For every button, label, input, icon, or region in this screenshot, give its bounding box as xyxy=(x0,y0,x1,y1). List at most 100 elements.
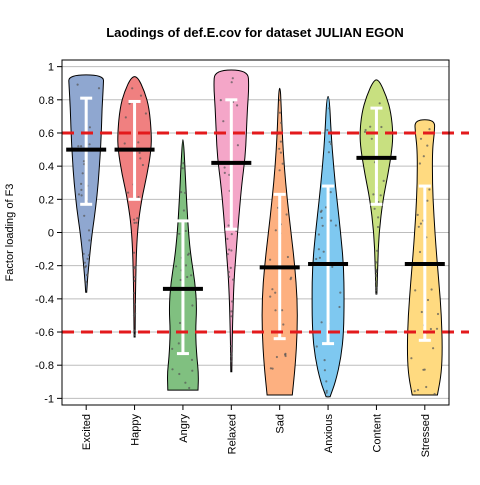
data-point xyxy=(88,239,91,242)
data-point xyxy=(86,257,89,260)
data-point xyxy=(281,162,284,165)
data-point xyxy=(124,116,127,119)
data-point xyxy=(134,276,137,279)
summary-marks xyxy=(66,96,445,356)
data-point xyxy=(171,347,174,350)
data-point xyxy=(317,233,320,236)
data-point xyxy=(269,295,272,298)
data-point xyxy=(364,128,367,132)
data-point xyxy=(327,151,330,154)
data-point xyxy=(84,264,88,268)
data-point xyxy=(322,250,325,253)
data-point xyxy=(271,288,274,291)
data-point xyxy=(230,315,233,318)
data-point xyxy=(284,353,287,356)
data-point xyxy=(181,167,184,170)
data-point xyxy=(230,233,233,236)
data-point xyxy=(329,191,332,194)
data-point xyxy=(323,369,326,372)
data-point xyxy=(282,323,285,326)
x-tick-label: Excited xyxy=(81,414,93,450)
data-point xyxy=(231,300,234,303)
data-point xyxy=(136,217,139,220)
data-point xyxy=(230,310,233,313)
x-tick-label: Anxious xyxy=(323,414,335,454)
data-point xyxy=(178,372,181,376)
data-point xyxy=(82,252,85,255)
data-point xyxy=(374,275,377,278)
data-point xyxy=(419,137,423,140)
data-point xyxy=(230,249,233,252)
data-point xyxy=(236,144,239,147)
data-point xyxy=(80,188,83,191)
data-point xyxy=(363,130,367,133)
data-point xyxy=(426,199,429,202)
data-point xyxy=(417,225,420,228)
data-point xyxy=(227,224,230,227)
data-point xyxy=(326,128,329,132)
violin-happy xyxy=(117,76,152,338)
data-point xyxy=(423,368,426,371)
data-point xyxy=(137,196,140,199)
data-point xyxy=(420,310,423,314)
data-point xyxy=(416,213,419,216)
data-point xyxy=(133,279,136,283)
data-point xyxy=(379,194,382,197)
data-point xyxy=(133,218,136,221)
x-tick-label: Angry xyxy=(178,414,190,443)
data-point xyxy=(325,391,328,394)
x-tick-label: Stressed xyxy=(420,414,432,457)
data-point xyxy=(325,389,328,392)
data-point xyxy=(328,140,331,144)
data-point xyxy=(429,327,432,331)
y-tick-label: 0 xyxy=(48,228,54,240)
data-point xyxy=(380,125,383,129)
data-point xyxy=(375,289,378,292)
data-point xyxy=(222,120,225,123)
data-point xyxy=(230,81,233,84)
data-point xyxy=(87,254,90,257)
data-point xyxy=(425,385,428,389)
data-point xyxy=(226,237,229,240)
data-point xyxy=(184,191,187,194)
data-point xyxy=(179,278,182,282)
data-point xyxy=(77,193,81,196)
data-point xyxy=(375,292,378,295)
data-point xyxy=(184,264,188,267)
data-point xyxy=(280,121,283,124)
chart-title: Laodings of def.E.cov for dataset JULIAN… xyxy=(106,25,404,40)
data-point xyxy=(324,206,328,209)
data-point xyxy=(132,292,135,295)
data-point xyxy=(372,193,375,196)
data-point xyxy=(323,359,326,362)
data-point xyxy=(133,329,136,332)
data-point xyxy=(281,309,284,312)
data-point xyxy=(178,232,181,235)
data-point xyxy=(133,334,136,337)
x-tick-label: Sad xyxy=(275,414,287,434)
data-point xyxy=(325,380,328,383)
y-tick-label: 0.4 xyxy=(39,161,54,173)
data-point xyxy=(84,280,88,283)
data-point xyxy=(428,128,431,131)
data-point xyxy=(186,275,189,279)
data-point xyxy=(223,171,226,174)
data-point xyxy=(285,213,288,216)
data-point xyxy=(286,255,289,259)
data-point xyxy=(132,314,136,317)
data-point xyxy=(135,221,138,224)
data-point xyxy=(317,248,320,251)
data-point xyxy=(137,141,140,144)
data-point xyxy=(274,229,277,232)
x-tick-label: Happy xyxy=(130,414,142,446)
data-point xyxy=(433,392,436,396)
data-point xyxy=(274,291,277,294)
data-point xyxy=(81,172,84,175)
data-point xyxy=(127,191,130,194)
data-point xyxy=(141,163,144,167)
data-point xyxy=(320,321,323,324)
jitter-points xyxy=(75,77,440,398)
violins xyxy=(68,69,443,398)
data-point xyxy=(334,224,337,227)
data-point xyxy=(376,249,379,252)
